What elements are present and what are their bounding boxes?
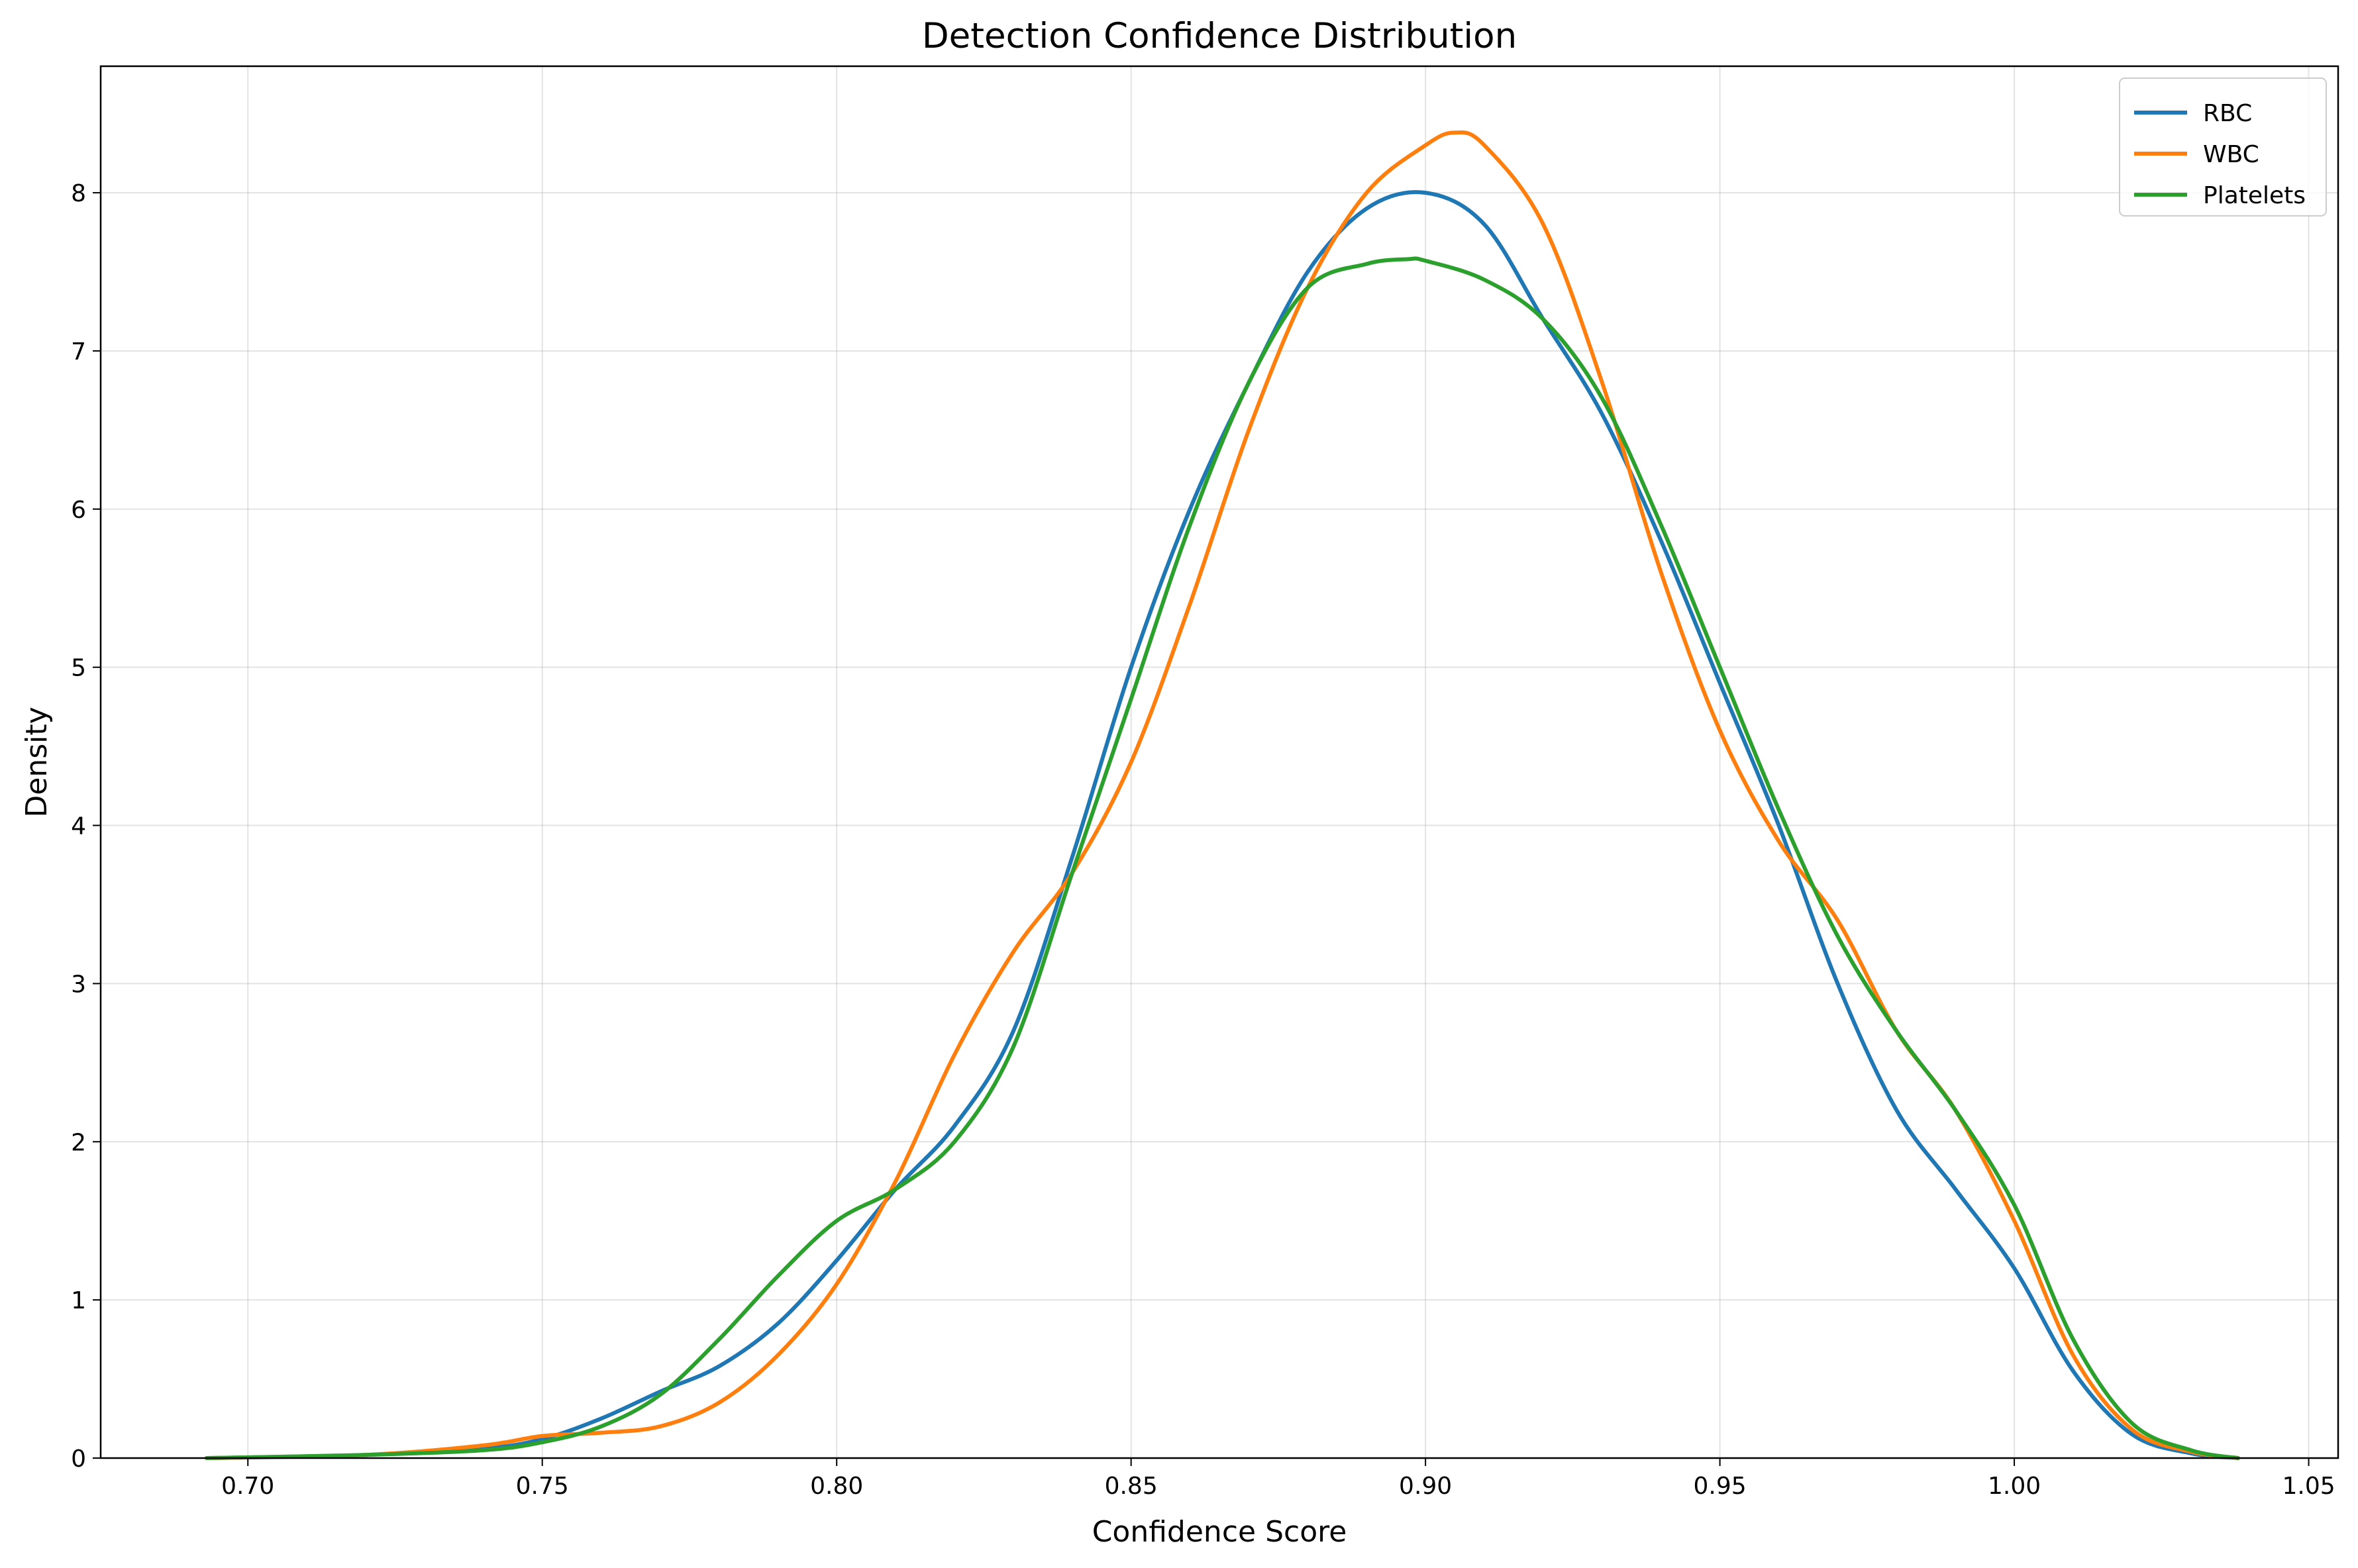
x-tick-label: 1.05 bbox=[2282, 1473, 2335, 1500]
x-axis-label: Confidence Score bbox=[1092, 1515, 1347, 1549]
legend-label: WBC bbox=[2203, 141, 2259, 168]
plot-lines bbox=[205, 130, 2240, 1460]
y-tick-label: 1 bbox=[71, 1287, 86, 1314]
y-tick-label: 0 bbox=[71, 1446, 86, 1473]
plot-frame bbox=[99, 65, 2339, 1459]
legend: RBC WBC Platelets bbox=[2119, 77, 2327, 217]
y-axis-label: Density bbox=[20, 707, 54, 817]
x-tick-label: 0.85 bbox=[1105, 1473, 1158, 1500]
x-tick-label: 0.90 bbox=[1399, 1473, 1452, 1500]
y-tick-label: 2 bbox=[71, 1129, 86, 1156]
x-tick-label: 0.70 bbox=[221, 1473, 274, 1500]
series-line-rbc bbox=[205, 190, 2240, 1460]
x-tick-label: 0.95 bbox=[1694, 1473, 1747, 1500]
x-tick-label: 0.75 bbox=[516, 1473, 569, 1500]
grid bbox=[101, 66, 2338, 1459]
series-line-platelets bbox=[205, 256, 2240, 1460]
legend-label: RBC bbox=[2203, 100, 2252, 127]
chart-title: Detection Confidence Distribution bbox=[922, 16, 1517, 56]
x-tick-label: 1.00 bbox=[1988, 1473, 2041, 1500]
legend-label: Platelets bbox=[2203, 182, 2306, 209]
y-tick-label: 3 bbox=[71, 971, 86, 998]
y-tick-label: 7 bbox=[71, 338, 86, 366]
y-tick-label: 6 bbox=[71, 497, 86, 524]
y-tick-label: 5 bbox=[71, 655, 86, 682]
x-tick-label: 0.80 bbox=[810, 1473, 863, 1500]
y-tick-label: 4 bbox=[71, 813, 86, 840]
y-tick-label: 8 bbox=[71, 180, 86, 207]
axis-ticks: 0.70 0.75 0.80 0.85 0.90 0.95 1.00 1.05 0 1 2 3 4 5 6 7… bbox=[71, 180, 2335, 1500]
